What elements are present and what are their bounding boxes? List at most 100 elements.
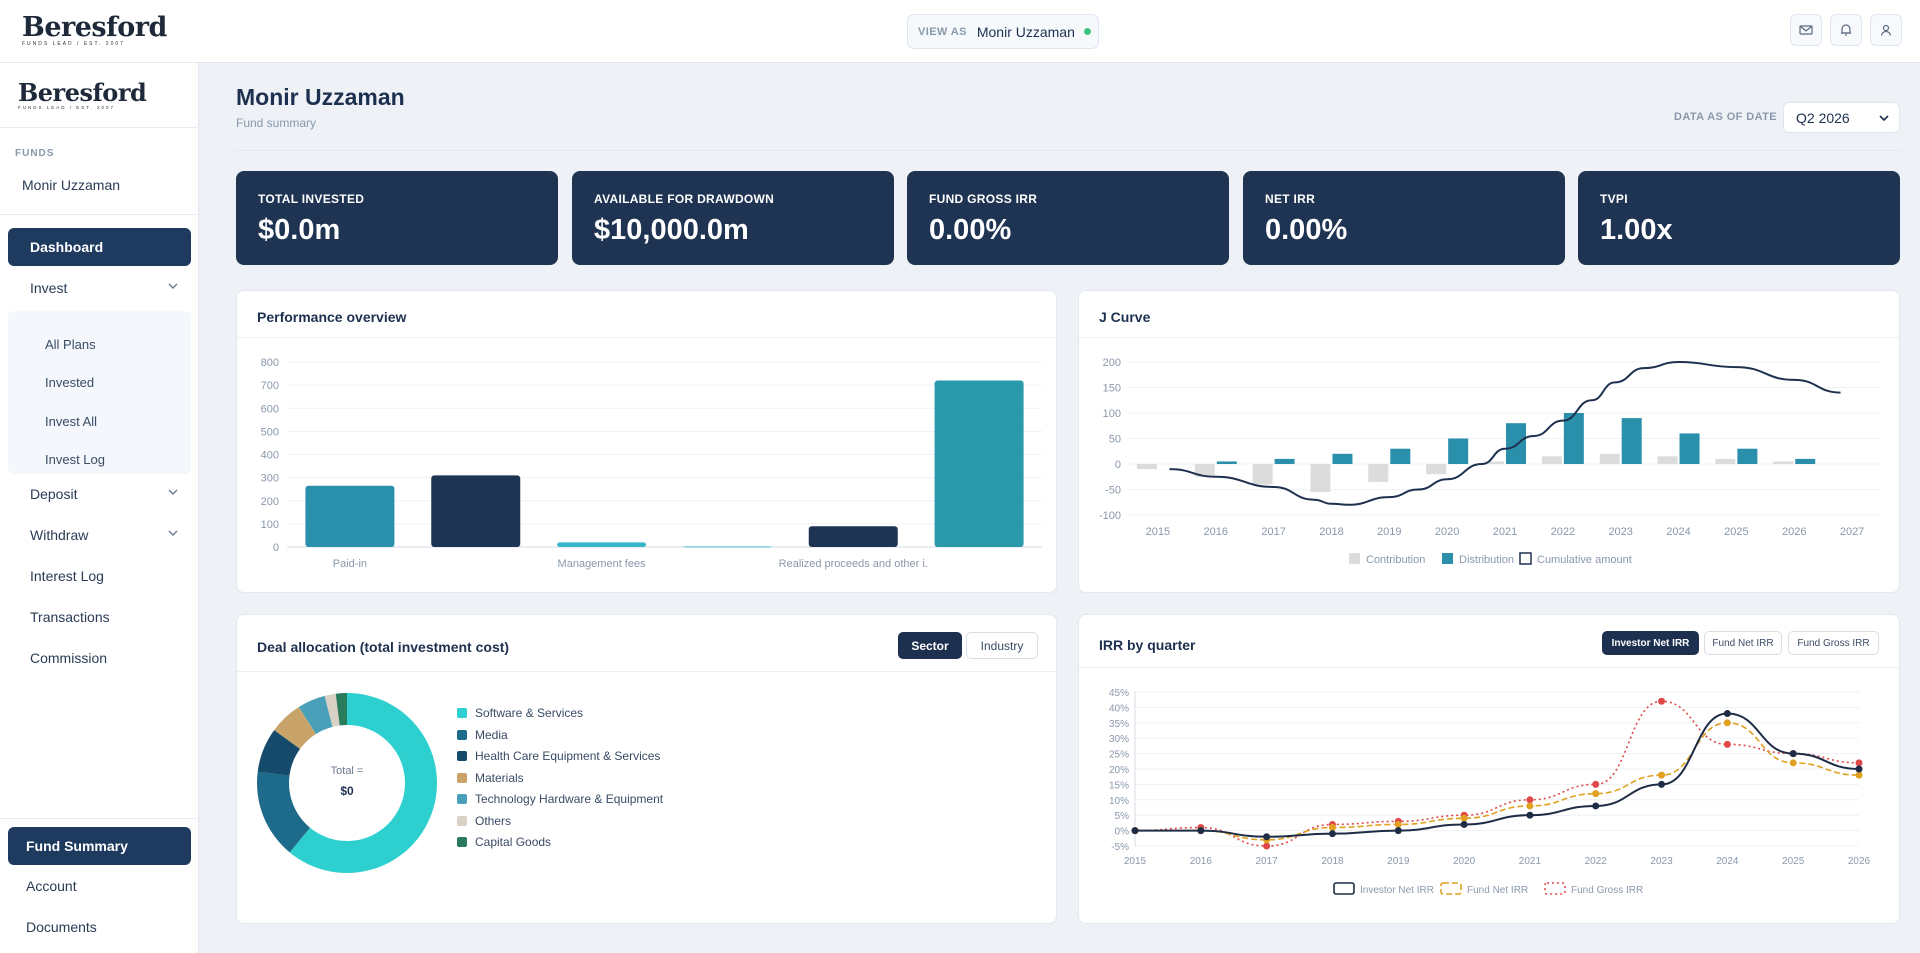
divider — [0, 818, 199, 819]
x-tick-label: 2017 — [1256, 856, 1279, 867]
notifications-button[interactable] — [1830, 14, 1862, 46]
y-tick-label: 600 — [261, 403, 279, 415]
y-tick-label: 200 — [261, 496, 279, 508]
submenu-item-invested[interactable]: Invested — [45, 375, 95, 390]
irr-legend-swatch — [1440, 882, 1462, 895]
sidebar-item-documents[interactable]: Documents — [8, 908, 191, 946]
x-tick-label: 2020 — [1435, 526, 1459, 538]
kpi-label: NET IRR — [1265, 192, 1316, 206]
mail-button[interactable] — [1790, 14, 1822, 46]
profile-button[interactable] — [1870, 14, 1902, 46]
irr-data-point — [1263, 842, 1271, 850]
y-tick-label: 0 — [1115, 459, 1121, 471]
user-icon — [1880, 24, 1892, 36]
brand-logo[interactable]: Beresford FUNDS LEAD / EST. 2007 — [22, 14, 167, 48]
divider — [1079, 667, 1899, 668]
sidebar-item-label: Invest — [30, 280, 68, 296]
y-tick-label: 25% — [1109, 750, 1129, 761]
as-of-date-select[interactable]: Q2 2026 — [1783, 102, 1900, 133]
sidebar-item-invest[interactable]: Invest — [8, 269, 191, 307]
x-tick-label: 2022 — [1585, 856, 1608, 867]
chevron-down-icon — [168, 283, 178, 289]
legend-label: Health Care Equipment & Services — [475, 749, 661, 763]
sidebar-item-transactions[interactable]: Transactions — [8, 598, 191, 636]
kpi-card-total-invested: TOTAL INVESTED $0.0m — [236, 171, 558, 265]
y-tick-label: 300 — [261, 473, 279, 485]
donut-slice — [324, 693, 340, 727]
top-bar: Beresford FUNDS LEAD / EST. 2007 VIEW AS… — [0, 0, 1920, 63]
x-tick-label: 2023 — [1608, 526, 1632, 538]
kpi-label: FUND GROSS IRR — [929, 192, 1038, 206]
irr-legend-label: Fund Gross IRR — [1571, 885, 1643, 896]
irr-data-point — [1789, 759, 1797, 767]
distribution-bar — [1274, 458, 1295, 464]
y-tick-label: 45% — [1109, 688, 1129, 699]
chevron-down-icon — [168, 530, 178, 536]
contribution-bar — [1368, 464, 1389, 482]
view-as-selector[interactable]: VIEW AS Monir Uzzaman — [907, 14, 1099, 49]
y-tick-label: 30% — [1109, 734, 1129, 745]
legend-swatch — [457, 751, 467, 761]
sidebar-item-fund-summary[interactable]: Fund Summary — [8, 827, 191, 865]
distribution-bar — [1390, 448, 1411, 464]
industry-toggle[interactable]: Industry — [966, 632, 1038, 659]
fund-name[interactable]: Monir Uzzaman — [22, 177, 121, 193]
donut-slice — [257, 730, 301, 776]
card-title: IRR by quarter — [1099, 637, 1196, 653]
fund-net-irr-toggle[interactable]: Fund Net IRR — [1704, 631, 1782, 655]
as-of-date-value: Q2 2026 — [1796, 109, 1850, 126]
sidebar-item-dashboard[interactable]: Dashboard — [8, 228, 191, 266]
kpi-value: $0.0m — [258, 214, 341, 246]
sidebar-item-withdraw[interactable]: Withdraw — [8, 516, 191, 554]
sidebar-item-account[interactable]: Account — [8, 867, 191, 905]
x-tick-label: 2015 — [1146, 526, 1170, 538]
sidebar-item-label: Documents — [26, 919, 97, 935]
legend-item: Technology Hardware & Equipment — [457, 792, 663, 806]
invest-submenu: All Plans Invested Invest All Invest Log — [8, 311, 191, 474]
irr-series-line — [1135, 721, 1860, 841]
view-as-label: VIEW AS — [918, 25, 967, 38]
sector-toggle[interactable]: Sector — [898, 632, 962, 659]
legend-label: Media — [475, 727, 508, 742]
x-tick-label: 2023 — [1650, 856, 1673, 867]
x-tick-label: 2018 — [1319, 526, 1343, 538]
irr-data-point — [1394, 820, 1402, 828]
x-tick-label: 2026 — [1782, 526, 1806, 538]
irr-legend-swatch — [1333, 882, 1355, 895]
submenu-item-invest-log[interactable]: Invest Log — [45, 452, 105, 467]
contribution-bar — [1194, 464, 1215, 477]
irr-legend-swatch — [1544, 882, 1566, 895]
allocation-donut-chart: Total = $0 — [257, 693, 437, 873]
donut-slice — [257, 771, 311, 853]
fund-gross-irr-toggle[interactable]: Fund Gross IRR — [1788, 631, 1879, 655]
x-tick-label: 2019 — [1377, 526, 1401, 538]
irr-data-point — [1658, 780, 1666, 788]
y-tick-label: 100 — [261, 519, 279, 531]
sidebar-item-interest-log[interactable]: Interest Log — [8, 557, 191, 595]
contribution-bar — [1426, 464, 1447, 475]
distribution-bar — [1448, 438, 1469, 464]
kpi-card-net-irr: NET IRR 0.00% — [1243, 171, 1565, 265]
donut-center-label: Total = — [331, 765, 364, 777]
submenu-item-all-plans[interactable]: All Plans — [45, 337, 96, 352]
legend-item: Software & Services — [457, 706, 583, 720]
sidebar-item-commission[interactable]: Commission — [8, 639, 191, 677]
kpi-value: 0.00% — [1265, 214, 1348, 246]
sidebar-logo[interactable]: Beresford FUNDS LEAD / EST. 2007 — [18, 81, 147, 111]
submenu-item-invest-all[interactable]: Invest All — [45, 414, 98, 429]
kpi-card-tvpi: TVPI 1.00x — [1578, 171, 1900, 265]
bar — [305, 485, 395, 547]
irr-data-point — [1526, 802, 1534, 810]
y-tick-label: 150 — [1103, 383, 1121, 395]
contribution-bar — [1773, 461, 1794, 464]
sidebar-item-deposit[interactable]: Deposit — [8, 475, 191, 513]
y-tick-label: 400 — [261, 450, 279, 462]
divider — [237, 337, 1056, 338]
sidebar-item-label: Account — [26, 878, 77, 894]
kpi-card-fund-gross-irr: FUND GROSS IRR 0.00% — [907, 171, 1229, 265]
y-tick-label: 700 — [261, 380, 279, 392]
contribution-bar — [1136, 464, 1157, 470]
x-tick-label: 2025 — [1782, 856, 1805, 867]
investor-net-irr-toggle[interactable]: Investor Net IRR — [1602, 631, 1699, 655]
contribution-bar — [1599, 453, 1620, 464]
